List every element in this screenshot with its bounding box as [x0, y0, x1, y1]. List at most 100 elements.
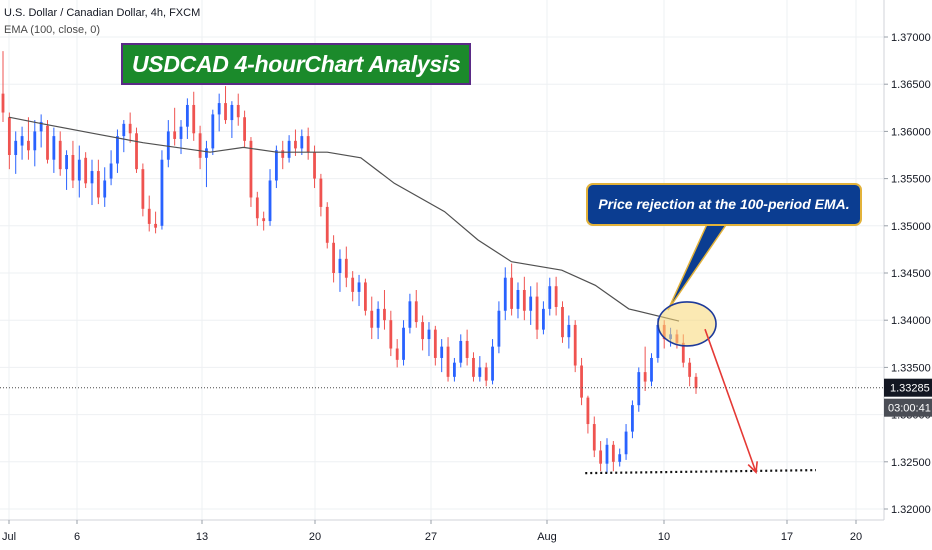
time-tick-label: 27	[425, 531, 437, 543]
candle-body	[160, 159, 164, 226]
candle-body	[141, 169, 145, 209]
candle-body	[497, 310, 501, 347]
price-tick-label: 1.33500	[891, 362, 931, 374]
time-tick-label: Jul	[2, 531, 16, 543]
callout-pointer	[667, 221, 730, 311]
candle-body	[116, 136, 119, 164]
candlestick-series	[1, 51, 698, 474]
candle-body	[446, 346, 450, 377]
candle-body	[294, 140, 297, 149]
candle-body	[389, 320, 393, 349]
candle-body	[33, 131, 37, 151]
price-axis[interactable]: 1.37000 1.36500 1.36000 1.35500 1.35000 1.345…	[884, 32, 932, 516]
candle-body	[605, 444, 609, 464]
price-tick-label: 1.36500	[891, 79, 931, 91]
candle-body	[402, 327, 405, 360]
candle-body	[510, 277, 514, 309]
candle-body	[503, 277, 507, 311]
candle-body	[154, 223, 157, 228]
time-tick-label: 20	[850, 531, 862, 543]
candle-body	[313, 152, 316, 179]
candle-body	[198, 133, 202, 158]
candle-body	[166, 131, 170, 160]
candle-body	[637, 372, 641, 406]
candle-body	[573, 324, 577, 366]
candle-body	[268, 180, 272, 222]
candle-body	[472, 357, 475, 377]
candle-body	[173, 131, 177, 139]
time-axis[interactable]: Jul 6 13 20 27 Aug 10 17 20	[2, 520, 862, 543]
candle-body	[147, 208, 151, 224]
candle-body	[230, 104, 234, 121]
price-tick-label: 1.37000	[891, 32, 931, 44]
candle-body	[249, 140, 253, 198]
candle-body	[128, 123, 132, 134]
support-dotted-line	[585, 469, 817, 475]
candle-body	[465, 340, 469, 358]
candle-body	[211, 114, 215, 149]
candle-body	[205, 148, 208, 158]
candle-body	[122, 123, 126, 137]
ema-rejection-ellipse	[657, 301, 717, 347]
candle-body	[325, 206, 329, 243]
candle-body	[370, 310, 374, 328]
candle-body	[96, 171, 100, 198]
candle-body	[383, 308, 386, 321]
candle-body	[567, 324, 571, 338]
candle-body	[84, 157, 88, 184]
candle-body	[243, 117, 246, 141]
candle-body	[599, 450, 603, 464]
time-tick-label: 13	[196, 531, 208, 543]
price-tick-label: 1.35000	[891, 221, 931, 233]
candle-body	[433, 329, 437, 358]
candle-body	[90, 171, 94, 184]
indicator-line: EMA (100, close, 0)	[4, 24, 100, 36]
candle-body	[27, 140, 30, 151]
candle-body	[287, 140, 291, 158]
candle-body	[611, 444, 615, 462]
candle-body	[624, 431, 628, 455]
candle-body	[688, 362, 692, 377]
time-tick-label: 10	[658, 531, 670, 543]
countdown-label: 03:00:41	[888, 403, 931, 415]
candle-body	[65, 155, 68, 170]
price-tick-label: 1.35500	[891, 174, 931, 186]
candle-body	[46, 125, 49, 160]
candle-body	[548, 286, 552, 309]
candle-body	[561, 306, 564, 338]
time-tick-label: 20	[309, 531, 321, 543]
candle-body	[376, 308, 380, 328]
candle-body	[592, 424, 596, 451]
candle-body	[109, 163, 113, 179]
candle-body	[351, 277, 355, 292]
callout-box: Price rejection at the 100-period EMA.	[586, 183, 862, 226]
last-price-label-bg	[884, 378, 932, 397]
candle-body	[529, 296, 533, 311]
candle-body	[332, 242, 336, 273]
candle-body	[236, 104, 240, 118]
candle-body	[542, 308, 545, 330]
candle-body	[643, 372, 647, 382]
candle-body	[440, 346, 444, 358]
analysis-title-box: USDCAD 4-hourChart Analysis	[121, 43, 472, 85]
candle-body	[414, 301, 418, 323]
countdown-label-bg	[884, 398, 932, 417]
candle-body	[421, 322, 425, 340]
candle-body	[631, 405, 634, 432]
symbol-line: U.S. Dollar / Canadian Dollar, 4h, FXCM	[4, 7, 201, 19]
candle-body	[58, 140, 62, 170]
candle-body	[71, 155, 75, 181]
chart-legend: U.S. Dollar / Canadian Dollar, 4h, FXCM …	[4, 5, 200, 39]
time-tick-label: Aug	[537, 531, 557, 543]
candle-body	[484, 367, 488, 381]
candle-body	[427, 329, 431, 340]
candle-body	[274, 150, 278, 181]
price-tick-label: 1.32500	[891, 457, 931, 469]
price-tick-label: 1.36000	[891, 126, 931, 138]
candle-body	[52, 136, 56, 160]
candle-body	[522, 289, 526, 311]
candle-body	[618, 454, 622, 462]
candle-body	[14, 140, 18, 155]
annotations-layer	[585, 221, 817, 475]
